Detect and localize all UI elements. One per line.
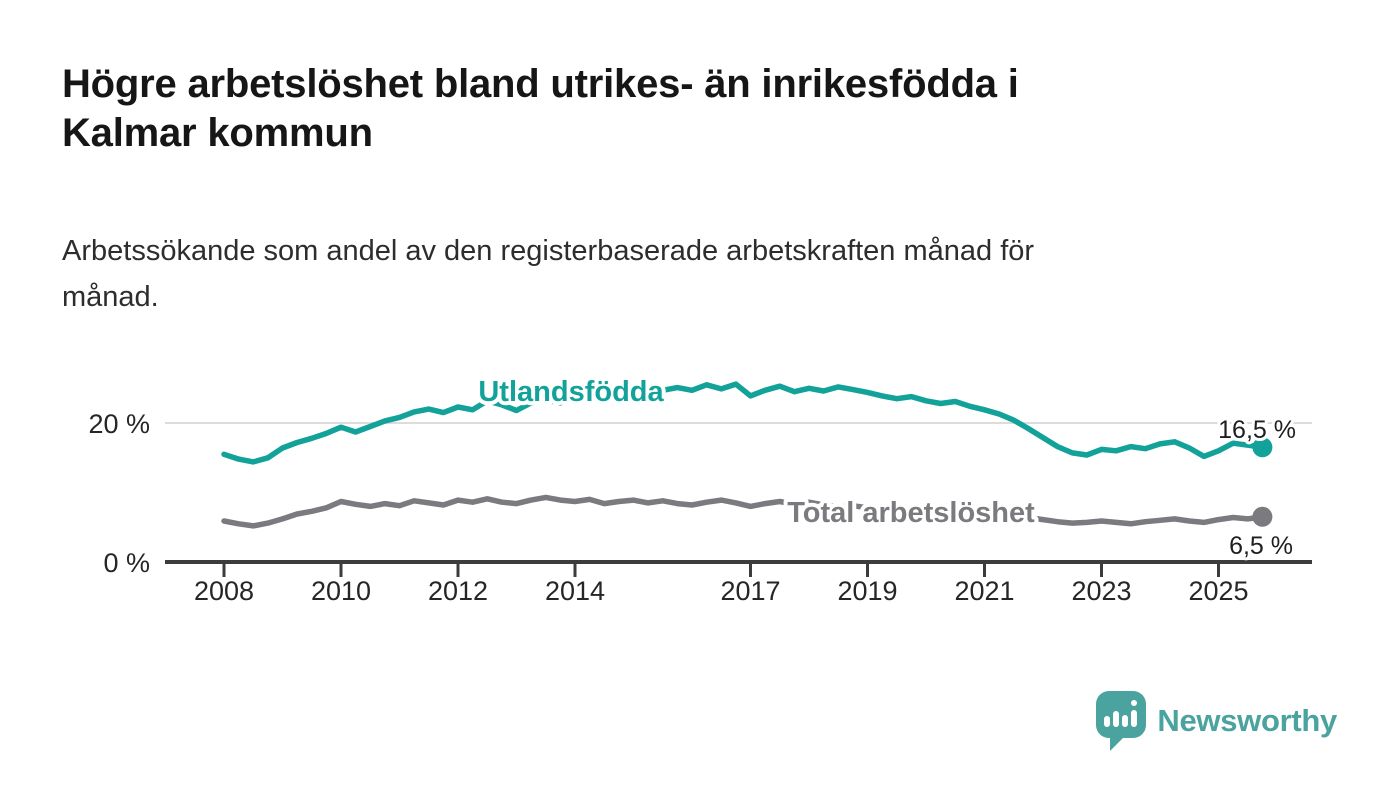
series-line-total-arbetsloshet bbox=[221, 494, 1266, 529]
newsworthy-brand: Newsworthy bbox=[1095, 691, 1337, 751]
series-end-dot-total-arbetsloshet bbox=[1252, 506, 1273, 527]
x-tick-label-2017: 2017 bbox=[720, 576, 780, 606]
series-label-total-arbetsloshet: Total arbetslöshet bbox=[787, 497, 1035, 529]
x-tick-label-2014: 2014 bbox=[545, 576, 605, 606]
exclamation-bar bbox=[1131, 710, 1138, 727]
y-tick-label-0: 0 % bbox=[103, 548, 150, 578]
x-tick-label-2019: 2019 bbox=[837, 576, 897, 606]
exclamation-dot bbox=[1131, 700, 1138, 706]
y-tick-label-20: 20 % bbox=[88, 409, 150, 439]
page-title-line2: Kalmar kommun bbox=[62, 111, 373, 156]
page-title: Högre arbetslöshet bland utrikes- än inr… bbox=[62, 60, 1292, 158]
series-end-dot-utlandsfodda bbox=[1252, 437, 1273, 458]
chart-subtitle-line2: månad. bbox=[62, 281, 159, 314]
bar-2 bbox=[1113, 711, 1120, 727]
chart-subtitle-line1: Arbetssökande som andel av den registerb… bbox=[62, 235, 1035, 267]
bar-1 bbox=[1104, 716, 1111, 727]
series-end-value-utlandsfodda: 16,5 % bbox=[1218, 416, 1296, 444]
newsworthy-logo-icon bbox=[1096, 691, 1147, 751]
speech-bubble-shape bbox=[1096, 691, 1147, 751]
bar-3 bbox=[1122, 715, 1129, 727]
brand-wordmark: Newsworthy bbox=[1157, 703, 1337, 738]
series-label-utlandsfodda: Utlandsfödda bbox=[478, 376, 664, 408]
x-tick-label-2025: 2025 bbox=[1188, 576, 1248, 606]
x-tick-label-2008: 2008 bbox=[194, 576, 254, 606]
series-end-value-total-arbetsloshet: 6,5 % bbox=[1229, 532, 1293, 560]
page-title-line1: Högre arbetslöshet bland utrikes- än inr… bbox=[62, 62, 1019, 106]
chart-subtitle: Arbetssökande som andel av den registerb… bbox=[62, 228, 1292, 321]
x-tick-label-2023: 2023 bbox=[1071, 576, 1131, 606]
x-tick-label-2012: 2012 bbox=[428, 576, 488, 606]
x-tick-label-2010: 2010 bbox=[311, 576, 371, 606]
x-tick-label-2021: 2021 bbox=[954, 576, 1014, 606]
series-line-utlandsfodda bbox=[221, 381, 1266, 465]
